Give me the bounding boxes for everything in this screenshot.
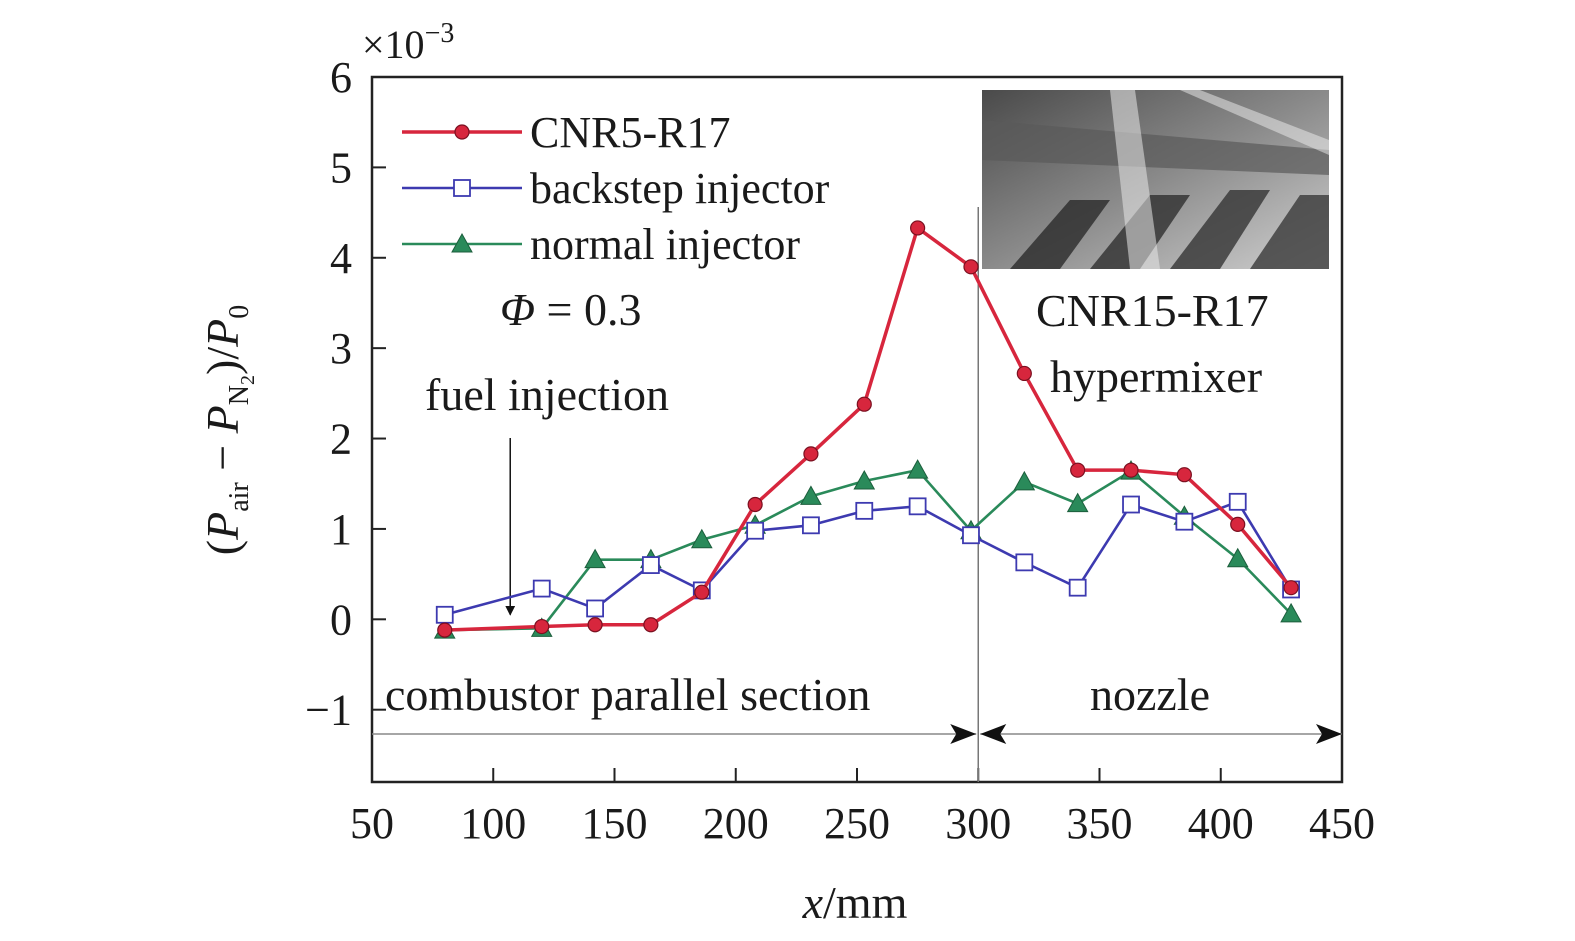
inset-label-line2: hypermixer (1050, 351, 1262, 402)
x-tick-label: 250 (824, 799, 890, 848)
y-tick-label: 3 (330, 324, 352, 373)
y-tick-label: 1 (330, 505, 352, 554)
legend-swatch-marker (453, 179, 471, 197)
inset-photo (982, 90, 1329, 269)
y-axis-label: (Pair − PN2)/P0 (197, 305, 259, 555)
legend-swatch-marker (451, 232, 473, 253)
data-point (534, 618, 550, 635)
data-point (962, 526, 980, 545)
data-point (910, 220, 926, 236)
data-point (746, 521, 765, 540)
x-tick-label: 450 (1309, 799, 1375, 848)
data-point (1122, 495, 1140, 514)
data-point (908, 497, 927, 516)
axis-ticks (372, 76, 1222, 782)
legend-swatch-marker (454, 124, 470, 140)
data-point (800, 485, 822, 505)
phi-annotation: Φ = 0.3 (500, 284, 641, 335)
data-point (1016, 365, 1032, 382)
data-point (803, 446, 819, 462)
data-point (1175, 512, 1194, 531)
data-point (853, 469, 876, 490)
combustor-section-label: combustor parallel section (385, 669, 870, 720)
data-point (1176, 467, 1192, 483)
legend-label: backstep injector (530, 164, 830, 213)
data-point (1226, 547, 1249, 568)
data-point (1123, 462, 1139, 478)
data-point (1228, 492, 1247, 511)
x-tick-label: 200 (703, 799, 769, 848)
data-point (435, 605, 454, 624)
legend-item: CNR5-R17 (402, 108, 730, 157)
y-tick-label: 5 (330, 143, 352, 192)
data-point (906, 459, 929, 479)
y-tick-labels: −1 0 1 2 3 4 5 6 (305, 53, 352, 735)
x-tick-label: 350 (1067, 799, 1133, 848)
data-point (1280, 602, 1302, 623)
data-point (855, 501, 874, 520)
series-line (444, 226, 1293, 632)
legend: CNR5-R17 backstep injector normal injector (402, 108, 830, 269)
series-normal-injector (433, 459, 1302, 639)
data-point (747, 496, 763, 513)
data-point (1013, 470, 1036, 491)
y-tick-label: 2 (330, 415, 352, 464)
data-point (587, 617, 603, 633)
section-arrows (372, 724, 1342, 744)
legend-label: CNR5-R17 (530, 108, 730, 157)
x-tick-label: 100 (460, 799, 526, 848)
data-point (1068, 578, 1087, 597)
x-tick-labels: 50 100 150 200 250 300 350 400 450 (350, 799, 1375, 848)
data-point (1070, 462, 1086, 478)
x-axis-label: x/mm (802, 877, 908, 928)
data-point (586, 599, 604, 618)
combustor-span-arrowhead (950, 724, 977, 744)
series-backstep-injector (435, 492, 1300, 624)
fuel-injection-label: fuel injection (425, 369, 669, 420)
legend-label: normal injector (530, 220, 800, 269)
x-tick-label: 50 (350, 799, 394, 848)
x-tick-label: 300 (945, 799, 1011, 848)
data-point (963, 259, 979, 275)
y-tick-label: 0 (330, 595, 352, 644)
data-point (1066, 492, 1089, 513)
nozzle-label: nozzle (1090, 669, 1210, 720)
series-layer (433, 220, 1302, 639)
data-point (802, 516, 820, 535)
data-point (690, 528, 713, 549)
legend-item: normal injector (402, 220, 800, 269)
x-tick-label: 400 (1188, 799, 1254, 848)
inset-label-line1: CNR15-R17 (1036, 285, 1269, 336)
nozzle-span-arrowhead-left (980, 724, 1007, 744)
nozzle-span-arrowhead-right (1316, 724, 1342, 744)
data-point (856, 396, 872, 412)
y-multiplier: ×10−3 (362, 18, 454, 67)
data-point (437, 622, 453, 638)
data-point (694, 584, 710, 600)
data-point (1283, 580, 1299, 596)
y-tick-label: 4 (330, 234, 352, 283)
y-tick-label: −1 (305, 686, 352, 735)
series-line (444, 468, 1293, 632)
data-point (643, 617, 659, 633)
data-point (584, 548, 606, 569)
data-point (641, 556, 660, 574)
series-cnr5-r17 (437, 220, 1299, 638)
series-line (444, 500, 1293, 617)
data-point (1015, 553, 1034, 572)
x-tick-label: 150 (582, 799, 648, 848)
data-point (532, 579, 551, 598)
legend-item: backstep injector (402, 164, 830, 213)
data-point (1230, 516, 1246, 533)
y-tick-label: 6 (330, 53, 352, 102)
